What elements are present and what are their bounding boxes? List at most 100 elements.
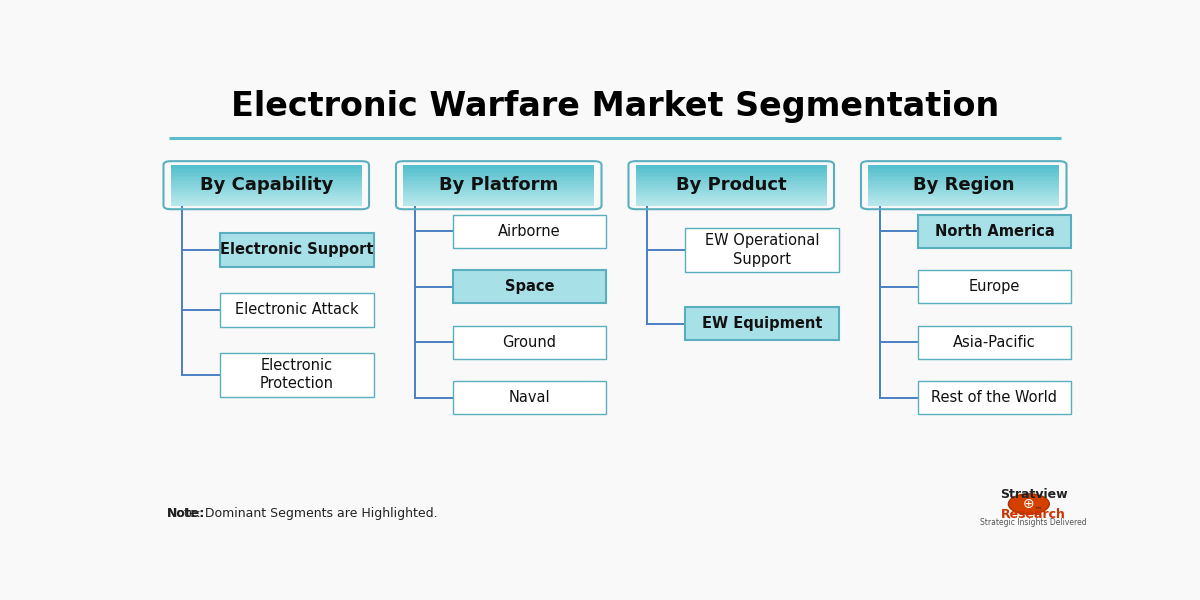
Bar [403, 188, 594, 189]
Bar [170, 202, 361, 203]
Bar [170, 166, 361, 167]
Bar [869, 199, 1060, 200]
Bar [403, 180, 594, 181]
Text: Europe: Europe [968, 280, 1020, 295]
Bar [869, 203, 1060, 204]
Bar [869, 202, 1060, 203]
Text: EW Equipment: EW Equipment [702, 316, 822, 331]
Bar [403, 172, 594, 173]
Bar [221, 233, 373, 266]
Text: Naval: Naval [509, 390, 551, 405]
Bar [170, 200, 361, 202]
Bar [170, 180, 361, 181]
Bar [869, 182, 1060, 184]
Text: By Platform: By Platform [439, 176, 558, 194]
Bar [869, 188, 1060, 189]
Bar [452, 381, 606, 415]
Bar [403, 166, 594, 167]
Text: Asia-Pacific: Asia-Pacific [953, 335, 1036, 350]
Bar [869, 180, 1060, 181]
Bar [636, 181, 827, 182]
Bar [869, 173, 1060, 175]
Bar [636, 196, 827, 197]
Bar [403, 165, 594, 166]
Bar [869, 170, 1060, 172]
Bar [918, 270, 1072, 304]
Bar [170, 192, 361, 193]
Bar [403, 178, 594, 180]
Bar [170, 188, 361, 189]
Bar [403, 189, 594, 191]
Bar [636, 188, 827, 189]
Bar [869, 185, 1060, 187]
Bar [636, 191, 827, 192]
Bar [869, 175, 1060, 176]
Text: By Capability: By Capability [199, 176, 332, 194]
Bar [403, 191, 594, 192]
Bar [636, 200, 827, 202]
Text: Strategic Insights Delivered: Strategic Insights Delivered [980, 518, 1087, 527]
Bar [636, 173, 827, 175]
Bar [869, 189, 1060, 191]
Text: By Region: By Region [913, 176, 1014, 194]
Bar [636, 202, 827, 203]
Bar [170, 172, 361, 173]
Bar [869, 169, 1060, 170]
Bar [403, 167, 594, 169]
Bar [221, 353, 373, 397]
Bar [170, 170, 361, 172]
Bar [170, 181, 361, 182]
Bar [869, 181, 1060, 182]
Bar [636, 193, 827, 194]
Text: ™: ™ [1033, 506, 1042, 515]
Bar [636, 177, 827, 178]
Bar [170, 194, 361, 196]
Bar [170, 193, 361, 194]
Bar [869, 192, 1060, 193]
Bar [403, 194, 594, 196]
Bar [403, 204, 594, 206]
Bar [170, 177, 361, 178]
Bar [403, 169, 594, 170]
Bar [170, 191, 361, 192]
Bar [636, 178, 827, 180]
Bar [403, 185, 594, 187]
Bar [170, 185, 361, 187]
Bar [636, 175, 827, 176]
Bar [869, 187, 1060, 188]
Bar [636, 192, 827, 193]
Bar [636, 187, 827, 188]
Bar [869, 193, 1060, 194]
Bar [869, 204, 1060, 206]
Bar [869, 172, 1060, 173]
Bar [170, 182, 361, 184]
Bar [869, 194, 1060, 196]
Circle shape [1008, 494, 1049, 514]
Bar [170, 169, 361, 170]
Text: Electronic Warfare Market Segmentation: Electronic Warfare Market Segmentation [230, 90, 1000, 123]
Text: ⊕: ⊕ [1024, 497, 1034, 511]
Text: Stratview: Stratview [1000, 488, 1067, 501]
Bar [869, 200, 1060, 202]
Bar [403, 193, 594, 194]
Text: EW Operational
Support: EW Operational Support [704, 233, 820, 266]
Bar [170, 197, 361, 199]
Bar [170, 204, 361, 206]
Bar [869, 176, 1060, 177]
Bar [403, 173, 594, 175]
Bar [170, 173, 361, 175]
Bar [403, 202, 594, 203]
Bar [869, 191, 1060, 192]
Bar [170, 178, 361, 180]
Bar [452, 270, 606, 304]
Bar [636, 172, 827, 173]
Text: Airborne: Airborne [498, 224, 560, 239]
Bar [170, 187, 361, 188]
Bar [170, 203, 361, 204]
Bar [403, 181, 594, 182]
Bar [636, 176, 827, 177]
Bar [918, 215, 1072, 248]
Bar [403, 192, 594, 193]
Bar [403, 176, 594, 177]
Bar [685, 307, 839, 340]
